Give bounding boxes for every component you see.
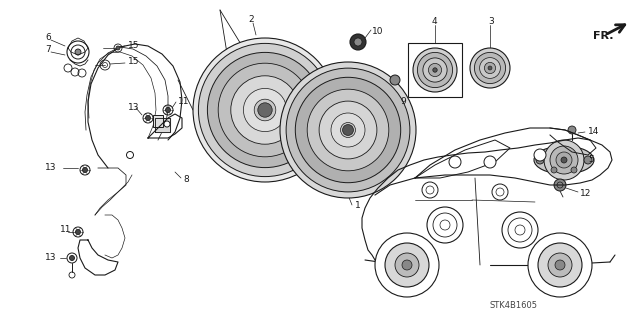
Circle shape (551, 167, 557, 173)
Text: 15: 15 (128, 41, 140, 49)
Circle shape (385, 243, 429, 287)
Circle shape (484, 156, 496, 168)
Circle shape (157, 121, 163, 127)
Circle shape (555, 260, 565, 270)
Ellipse shape (207, 52, 323, 167)
Circle shape (554, 179, 566, 191)
Text: 15: 15 (128, 57, 140, 66)
Bar (408, 43, 462, 97)
Text: 13: 13 (45, 164, 56, 173)
Circle shape (428, 63, 442, 77)
Circle shape (449, 156, 461, 168)
Text: 2: 2 (248, 16, 253, 25)
Circle shape (423, 58, 447, 82)
Text: 4: 4 (432, 18, 438, 26)
Circle shape (402, 260, 412, 270)
Ellipse shape (231, 76, 300, 144)
Text: 10: 10 (372, 27, 383, 36)
Circle shape (502, 212, 538, 248)
Circle shape (568, 126, 576, 134)
FancyArrow shape (394, 99, 410, 110)
Text: 14: 14 (588, 128, 600, 137)
Text: 12: 12 (580, 189, 591, 197)
Ellipse shape (307, 89, 389, 171)
Circle shape (492, 184, 508, 200)
Circle shape (556, 152, 572, 168)
Ellipse shape (534, 146, 594, 174)
Circle shape (127, 152, 134, 159)
Text: 5: 5 (588, 155, 594, 165)
Circle shape (417, 52, 452, 88)
Ellipse shape (198, 43, 332, 177)
Text: 11: 11 (60, 226, 72, 234)
Circle shape (538, 243, 582, 287)
Circle shape (164, 121, 170, 127)
Text: 13: 13 (128, 103, 140, 113)
Circle shape (528, 233, 592, 297)
Text: 8: 8 (183, 175, 189, 184)
Circle shape (342, 124, 353, 136)
Text: 3: 3 (488, 18, 493, 26)
Ellipse shape (319, 101, 377, 159)
Circle shape (584, 156, 592, 164)
Circle shape (544, 140, 584, 180)
Circle shape (433, 68, 437, 72)
Text: 13: 13 (45, 254, 56, 263)
Text: FR.: FR. (593, 31, 614, 41)
Circle shape (488, 66, 492, 70)
Ellipse shape (254, 99, 276, 121)
Circle shape (350, 34, 366, 50)
Circle shape (258, 103, 272, 117)
Ellipse shape (340, 122, 355, 137)
Circle shape (571, 167, 577, 173)
Ellipse shape (280, 62, 416, 198)
Ellipse shape (331, 113, 365, 147)
Circle shape (548, 253, 572, 277)
Text: 11: 11 (178, 98, 189, 107)
Text: 7: 7 (45, 46, 51, 55)
Circle shape (550, 146, 578, 174)
Text: 6: 6 (45, 33, 51, 42)
Circle shape (427, 207, 463, 243)
Ellipse shape (218, 63, 312, 157)
Circle shape (166, 108, 170, 113)
Circle shape (76, 229, 81, 234)
Circle shape (83, 167, 88, 173)
Circle shape (145, 115, 150, 121)
Circle shape (413, 48, 457, 92)
Text: 9: 9 (400, 98, 406, 107)
Circle shape (354, 38, 362, 46)
Circle shape (474, 52, 506, 84)
Circle shape (536, 156, 544, 164)
Circle shape (422, 182, 438, 198)
Circle shape (479, 58, 500, 78)
Ellipse shape (295, 77, 401, 183)
Ellipse shape (286, 68, 410, 192)
Bar (153, 115, 163, 127)
Circle shape (484, 63, 495, 74)
Circle shape (75, 49, 81, 55)
Circle shape (390, 75, 400, 85)
Circle shape (70, 256, 74, 261)
Polygon shape (155, 118, 170, 132)
Text: STK4B1605: STK4B1605 (490, 300, 538, 309)
Ellipse shape (243, 88, 287, 132)
Circle shape (395, 253, 419, 277)
Circle shape (534, 149, 546, 161)
Circle shape (116, 46, 120, 50)
Circle shape (470, 48, 510, 88)
Circle shape (561, 157, 567, 163)
Circle shape (375, 233, 439, 297)
Ellipse shape (193, 38, 337, 182)
Text: 1: 1 (355, 201, 361, 210)
